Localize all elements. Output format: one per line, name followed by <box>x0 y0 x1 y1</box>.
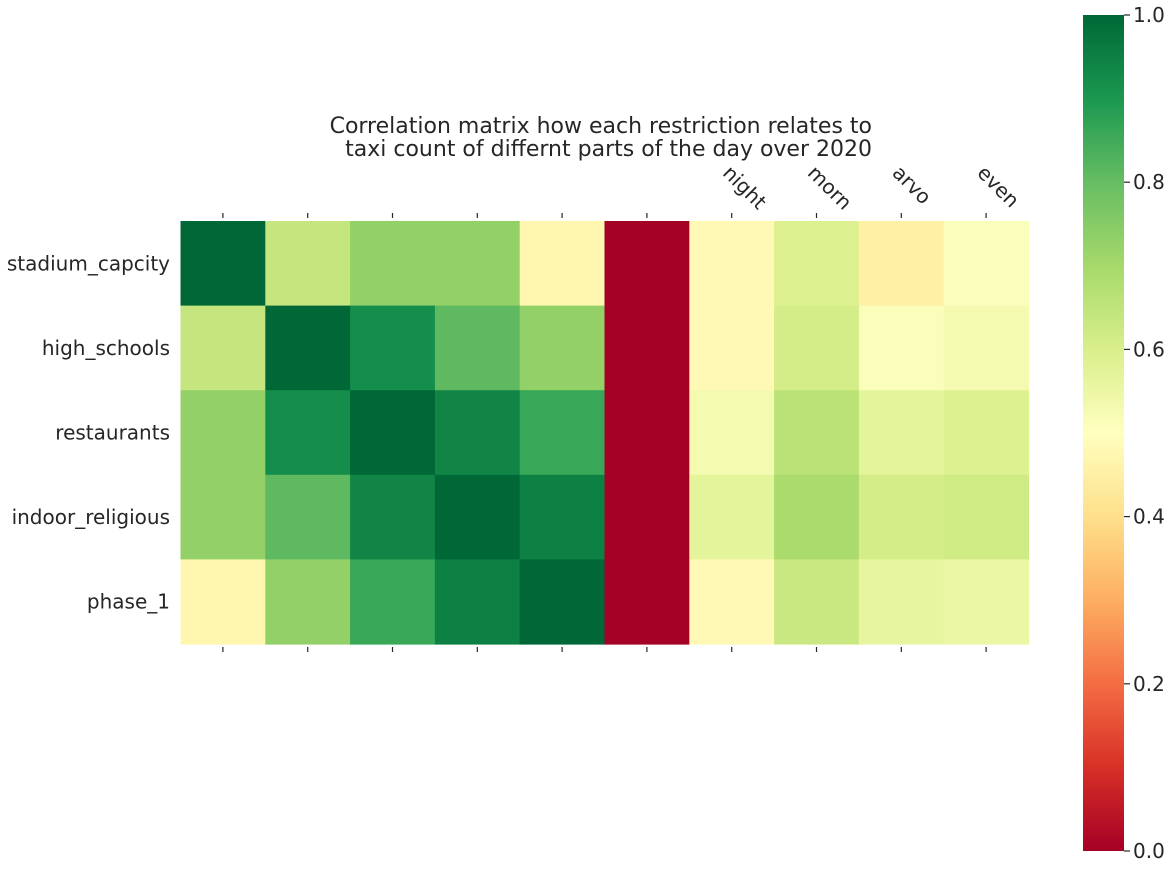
heatmap-cell <box>604 474 690 560</box>
colorbar-ticks: 0.0 0.2 0.4 0.6 0.8 1.0 <box>1124 3 1165 863</box>
colorbar-tick-label: 0.4 <box>1133 505 1165 529</box>
y-axis-labels: stadium_capcity high_schools restaurants in… <box>7 251 170 613</box>
y-tick-label: indoor_religious <box>12 505 170 529</box>
colorbar-tick-label: 1.0 <box>1133 3 1165 27</box>
heatmap-cell <box>180 305 266 391</box>
heatmap-cell <box>180 559 266 645</box>
heatmap-cell <box>858 559 945 645</box>
y-tick-label: high_schools <box>42 336 170 360</box>
heatmap-cell <box>689 305 775 391</box>
y-tick-label: stadium_capcity <box>7 251 170 275</box>
heatmap-cell <box>858 305 945 391</box>
y-tick-label: restaurants <box>55 421 170 445</box>
heatmap-cell <box>180 221 266 307</box>
heatmap-cell <box>519 559 606 645</box>
heatmap-cell <box>265 559 351 645</box>
heatmap-cell <box>943 474 1030 560</box>
heatmap-cell <box>943 221 1030 307</box>
x-tick-label: morn <box>803 161 857 215</box>
heatmap-cell <box>604 305 690 391</box>
heatmap-cell <box>350 305 436 391</box>
x-tick-label: even <box>973 161 1025 213</box>
heatmap-cell <box>689 390 775 476</box>
heatmap-cell <box>434 305 521 391</box>
colorbar-tick-label: 0.6 <box>1133 337 1165 361</box>
heatmap-cell <box>265 390 351 476</box>
x-tick-label: night <box>718 161 771 214</box>
heatmap-cell <box>604 390 690 476</box>
heatmap-cell <box>350 221 436 307</box>
heatmap-cell <box>604 559 690 645</box>
heatmap-cell <box>519 221 606 307</box>
y-tick-label: phase_1 <box>87 590 170 614</box>
heatmap-cell <box>943 305 1030 391</box>
heatmap-cell <box>943 390 1030 476</box>
heatmap-cell <box>350 559 436 645</box>
colorbar-tick-label: 0.2 <box>1133 672 1165 696</box>
heatmap-cell <box>434 559 521 645</box>
heatmap-cell <box>943 559 1030 645</box>
heatmap-cell <box>689 474 775 560</box>
chart-title-line-1: Correlation matrix how each restriction … <box>330 114 872 139</box>
heatmap-cell <box>689 559 775 645</box>
heatmap-cell <box>519 390 606 476</box>
heatmap-cell <box>265 474 351 560</box>
heatmap-cell <box>180 390 266 476</box>
x-tick-label: arvo <box>888 161 936 209</box>
heatmap-cell <box>774 559 860 645</box>
heatmap-cell <box>774 390 860 476</box>
heatmap-cell <box>774 305 860 391</box>
heatmap-cell <box>434 390 521 476</box>
heatmap-cell <box>774 474 860 560</box>
heatmap-cell <box>434 474 521 560</box>
x-axis-labels: night morn arvo even <box>718 161 1024 215</box>
chart-title-line-2: taxi count of differnt parts of the day … <box>345 137 872 162</box>
heatmap-cell <box>434 221 521 307</box>
heatmap-cell <box>604 221 690 307</box>
heatmap-cell <box>350 474 436 560</box>
heatmap-cell <box>689 221 775 307</box>
heatmap-cell <box>265 305 351 391</box>
heatmap-cell <box>858 390 945 476</box>
heatmap-cell <box>858 474 945 560</box>
heatmap-cell <box>180 474 266 560</box>
heatmap-cell <box>519 305 606 391</box>
heatmap-cell <box>519 474 606 560</box>
colorbar <box>1083 15 1124 851</box>
heatmap-cell <box>858 221 945 307</box>
heatmap-cell <box>265 221 351 307</box>
colorbar-tick-label: 0.0 <box>1133 839 1165 863</box>
x-axis-ticks <box>222 213 987 652</box>
colorbar-tick-label: 0.8 <box>1133 170 1165 194</box>
heatmap-cell <box>774 221 860 307</box>
heatmap-cells <box>180 221 1030 645</box>
heatmap-cell <box>350 390 436 476</box>
